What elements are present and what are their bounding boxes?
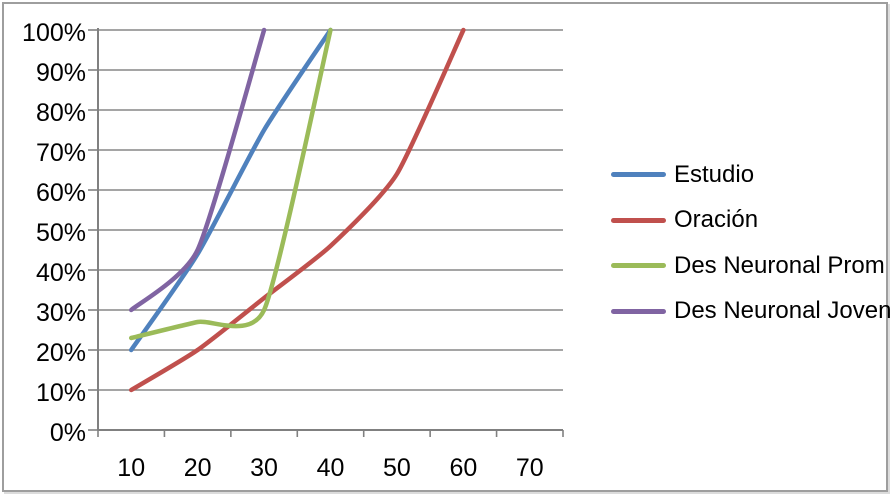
series-line-des-neuronal-prom (128, 27, 333, 341)
legend-item-oracion: Oración (611, 198, 891, 244)
y-tick-label: 30% (36, 299, 86, 327)
legend-swatch-des-neuronal-joven (611, 308, 666, 314)
y-axis-labels: 0% 10% 20% 30% 40% 50% 60% 70% 80% 90% 100% (22, 19, 86, 447)
legend-label-oracion: Oración (674, 206, 759, 234)
y-tick-label: 40% (36, 259, 86, 287)
x-tick-label: 30 (250, 454, 278, 482)
legend-label-estudio: Estudio (674, 160, 755, 188)
axis-ticks (88, 29, 564, 437)
y-tick-label: 80% (36, 99, 86, 127)
legend-swatch-estudio (611, 172, 666, 178)
y-tick-label: 100% (22, 19, 86, 47)
y-tick-label: 10% (36, 379, 86, 407)
x-tick-label: 50 (383, 454, 411, 482)
legend-swatch-oracion (611, 217, 666, 223)
legend-label-des-neuronal-prom: Des Neuronal Prom (674, 251, 885, 279)
y-tick-label: 20% (36, 339, 86, 367)
legend-swatch-des-neuronal-prom (611, 263, 666, 269)
series-lines (128, 27, 466, 393)
series-line-estudio (128, 27, 333, 353)
legend-label-des-neuronal-joven: Des Neuronal Joven (674, 297, 892, 325)
x-tick-label: 60 (449, 454, 477, 482)
series-line-des-neuronal-joven (128, 27, 267, 313)
y-tick-label: 60% (36, 179, 86, 207)
x-tick-label: 20 (184, 454, 212, 482)
legend-item-des-neuronal-prom: Des Neuronal Prom (611, 243, 891, 289)
gridlines (98, 29, 563, 391)
axes (97, 28, 563, 431)
x-tick-label: 10 (117, 454, 145, 482)
y-tick-label: 70% (36, 139, 86, 167)
y-tick-label: 90% (36, 59, 86, 87)
x-axis-labels: 10 20 30 40 50 60 70 (117, 454, 543, 482)
legend: Estudio Oración Des Neuronal Prom Des Neuro… (611, 152, 891, 334)
x-tick-label: 70 (516, 454, 544, 482)
x-tick-label: 40 (317, 454, 345, 482)
y-tick-label: 50% (36, 219, 86, 247)
series-line-oracion (128, 27, 466, 393)
legend-item-des-neuronal-joven: Des Neuronal Joven (611, 289, 891, 335)
legend-item-estudio: Estudio (611, 152, 891, 198)
y-tick-label: 0% (50, 419, 86, 447)
